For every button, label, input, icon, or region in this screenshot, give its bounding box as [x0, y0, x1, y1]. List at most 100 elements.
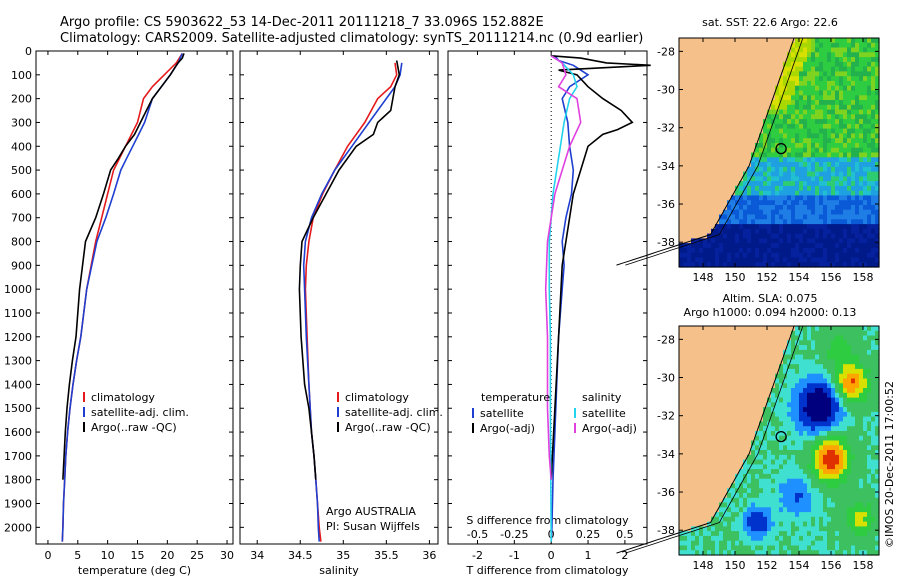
sst-cell [859, 214, 864, 220]
sla-cell [807, 402, 812, 408]
sla-cell [779, 416, 784, 422]
sla-cell [715, 340, 720, 346]
sla-cell [771, 411, 776, 418]
sst-cell [735, 80, 740, 87]
sla-cell [787, 526, 792, 532]
sla-cell [699, 507, 704, 513]
sst-cell [723, 247, 728, 254]
sst-cell [763, 123, 768, 130]
sst-cell [811, 80, 816, 87]
sst-cell [855, 133, 860, 139]
sst-cell [731, 176, 736, 182]
sla-cell [699, 526, 704, 532]
sla-cell [755, 435, 760, 442]
sla-cell [775, 349, 780, 356]
sst-cell [747, 109, 752, 115]
sla-cell [779, 368, 784, 375]
sla-cell [827, 326, 832, 332]
sst-cell [875, 162, 880, 168]
sst-cell [699, 66, 704, 72]
sst-cell [847, 152, 852, 158]
sst-cell [839, 143, 844, 149]
sla-cell [779, 450, 784, 456]
sst-cell [871, 109, 876, 115]
sst-cell [723, 90, 728, 96]
sla-cell [847, 397, 852, 403]
sla-cell [811, 345, 816, 351]
x-tick-label: 15 [130, 549, 144, 562]
sst-cell [763, 257, 768, 263]
sst-cell [799, 109, 804, 115]
sst-cell [739, 85, 744, 92]
sla-cell [715, 440, 720, 446]
sst-cell [731, 185, 736, 192]
sla-cell [747, 349, 752, 356]
sst-cell [823, 243, 828, 249]
sla-cell [815, 326, 820, 332]
sla-cell [755, 330, 760, 337]
sst-cell [835, 76, 840, 82]
sla-cell [735, 354, 740, 360]
sla-cell [815, 397, 820, 403]
sst-cell [727, 61, 732, 68]
sla-cell [731, 354, 736, 360]
sst-cell [695, 47, 700, 53]
sst-cell [711, 219, 716, 225]
sla-cell [735, 349, 740, 356]
sst-cell [763, 138, 768, 144]
sst-cell [823, 76, 828, 82]
sla-cell [711, 411, 716, 418]
sla-cell [843, 435, 848, 442]
sst-cell [815, 61, 820, 68]
sst-cell [803, 47, 808, 53]
sst-cell [835, 47, 840, 53]
sst-cell [695, 200, 700, 206]
sst-cell [691, 185, 696, 192]
sla-cell [739, 402, 744, 408]
sst-cell [831, 238, 836, 244]
sla-cell [831, 411, 836, 418]
sst-cell [839, 100, 844, 106]
sla-cell [831, 392, 836, 399]
sst-cell [831, 38, 836, 44]
sla-cell [727, 521, 732, 527]
sla-cell [751, 392, 756, 399]
sla-cell [819, 545, 824, 551]
sla-cell [851, 407, 856, 413]
sla-cell [787, 383, 792, 389]
sst-cell [727, 138, 732, 144]
sla-cell [743, 340, 748, 346]
sst-frame [678, 37, 880, 268]
sla-cell [763, 426, 768, 432]
sst-cell [763, 181, 768, 187]
sst-cell [727, 104, 732, 111]
sla-cell [691, 469, 696, 475]
sst-cell [779, 262, 784, 268]
sst-cell [779, 133, 784, 139]
sst-cell [823, 57, 828, 63]
sla-cell [727, 516, 732, 523]
sst-cell [695, 181, 700, 187]
sla-cell [767, 478, 772, 485]
sst-cell [695, 133, 700, 139]
sla-cell [763, 521, 768, 527]
sst-cell [707, 66, 712, 72]
sst-cell [695, 114, 700, 120]
sla-cell [739, 431, 744, 437]
sla-cell [827, 497, 832, 504]
sst-cell [711, 52, 716, 58]
sst-cell [831, 262, 836, 268]
sla-cell [719, 407, 724, 413]
sla-cell [763, 349, 768, 356]
sla-cell [763, 464, 768, 470]
sst-cell [771, 147, 776, 154]
sla-cell [747, 550, 752, 556]
sla-cell [691, 421, 696, 427]
sst-cell [847, 123, 852, 130]
sst-cell [715, 114, 720, 120]
sst-cell [867, 262, 872, 268]
sla-cell [699, 407, 704, 413]
sla-cell [803, 326, 808, 332]
sla-cell [747, 397, 752, 403]
sla-cell [699, 411, 704, 418]
